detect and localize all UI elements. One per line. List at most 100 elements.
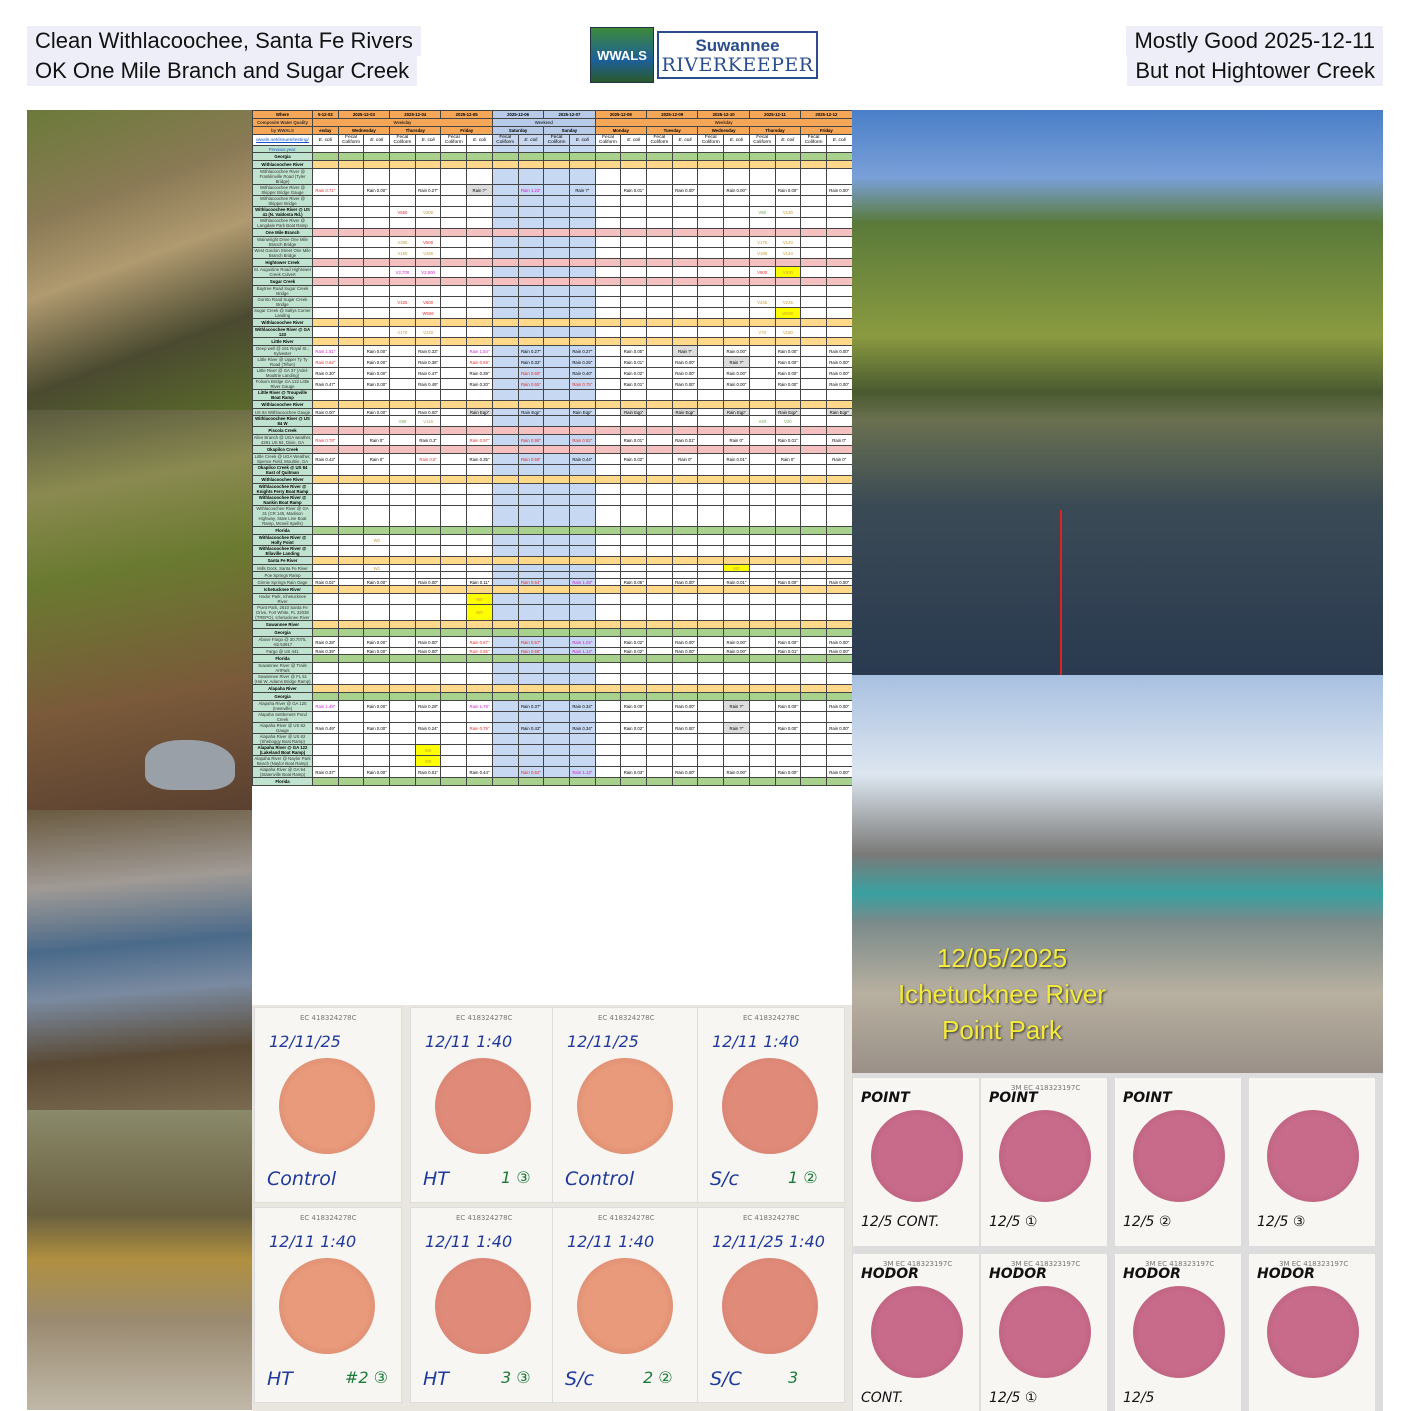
- empty-cell: [825, 604, 852, 621]
- empty-cell: [543, 692, 570, 701]
- data-cell: Rain 0.00": [825, 636, 852, 648]
- date-header-row: Where 5-12-02 2025-12-03 2025-12-04 2025-12-…: [252, 110, 852, 119]
- empty-cell: [723, 744, 750, 756]
- photo-caption: 12/05/2025 Ichetucknee River Point Park: [852, 940, 1152, 1048]
- data-cell: Rain 0.59": [517, 453, 545, 465]
- empty-cell: [491, 266, 519, 278]
- section-row: Withlacoochee River: [252, 160, 852, 169]
- empty-cell: [697, 356, 725, 368]
- logo-line1: Suwannee: [695, 35, 780, 55]
- empty-cell: [543, 337, 570, 346]
- data-cell: Rain 0.24": [414, 722, 442, 734]
- empty-cell: [620, 571, 648, 579]
- empty-cell: [568, 389, 596, 401]
- empty-cell: [594, 654, 622, 663]
- empty-cell: [363, 415, 391, 427]
- empty-cell: [389, 258, 416, 267]
- section-row: Florida: [252, 654, 852, 663]
- data-cell: Rain Eqp": [774, 408, 802, 416]
- wwals-logo: WWALS: [590, 27, 654, 83]
- empty-cell: [517, 400, 545, 409]
- empty-cell: [697, 545, 725, 557]
- empty-cell: [543, 777, 570, 786]
- testing-link[interactable]: wwals.net/issues/testing/: [256, 137, 309, 143]
- measure-header: E. coli: [825, 134, 852, 146]
- empty-cell: [491, 475, 519, 484]
- site-row: Withlacoochee River @ Knights Ferry Boat…: [252, 483, 852, 495]
- empty-cell: [671, 266, 699, 278]
- empty-cell: [748, 593, 776, 605]
- data-cell: Rain 0.01": [620, 356, 648, 368]
- site-row: Withlacoochee River @ GA 31 (CR 145, Mad…: [252, 505, 852, 527]
- empty-cell: [543, 307, 570, 319]
- empty-cell: [568, 494, 596, 506]
- empty-cell: [568, 415, 596, 427]
- empty-cell: [825, 494, 852, 506]
- empty-cell: [748, 766, 776, 778]
- empty-cell: [748, 337, 776, 346]
- previous-year-link[interactable]: Previous year:: [268, 146, 297, 152]
- empty-cell: [620, 445, 648, 454]
- empty-cell: [620, 662, 648, 674]
- empty-cell: [723, 168, 750, 185]
- empty-cell: [517, 277, 545, 286]
- empty-cell: [748, 475, 776, 484]
- site-label: Piscola Creek: [252, 426, 313, 435]
- data-cell: Rain 1.54": [466, 345, 493, 357]
- empty-cell: [389, 662, 416, 674]
- empty-cell: [697, 766, 725, 778]
- empty-cell: [594, 296, 622, 308]
- plate-label: 12/5: [1123, 1390, 1155, 1406]
- empty-cell: [646, 228, 673, 237]
- empty-cell: [543, 152, 570, 161]
- empty-cell: [620, 673, 648, 685]
- site-label: Georgia: [252, 692, 313, 701]
- empty-cell: [389, 571, 416, 579]
- empty-cell: [800, 326, 827, 338]
- empty-cell: [697, 318, 725, 327]
- empty-cell: [594, 228, 622, 237]
- empty-cell: [568, 445, 596, 454]
- empty-cell: [337, 415, 365, 427]
- empty-cell: [800, 400, 827, 409]
- empty-cell: [620, 483, 648, 495]
- empty-cell: [646, 367, 673, 379]
- site-row: Little River @ GA 37 (Adel-Moultrie Land…: [252, 367, 852, 379]
- empty-cell: [671, 152, 699, 161]
- empty-cell: [337, 564, 365, 572]
- data-cell: Rain 0.49": [312, 722, 339, 734]
- empty-cell: [491, 228, 519, 237]
- empty-cell: [337, 733, 365, 745]
- plate-number: 3 ③: [501, 1368, 531, 1387]
- petri-plate: EC 418324278C 12/11/25 1:40 S/C 3: [697, 1207, 845, 1403]
- empty-cell: [620, 206, 648, 218]
- empty-cell: [671, 604, 699, 621]
- empty-cell: [646, 258, 673, 267]
- empty-cell: [697, 744, 725, 756]
- empty-cell: [646, 505, 673, 527]
- empty-cell: [800, 434, 827, 446]
- site-label: Withlacoochee River @ US 84 W: [252, 415, 313, 427]
- empty-cell: [646, 168, 673, 185]
- empty-cell: [568, 654, 596, 663]
- section-row: Withlacoochee River: [252, 400, 852, 409]
- site-label: Withlacoochee River: [252, 160, 313, 169]
- site-row: Above Fargo @ 30.7075, -82.53917 Rain 0.2…: [252, 636, 852, 648]
- empty-cell: [646, 389, 673, 401]
- empty-cell: [440, 307, 468, 319]
- empty-cell: [337, 692, 365, 701]
- site-label: Sugar Creek @ Sallys Corner Landing: [252, 307, 313, 319]
- empty-cell: [671, 258, 699, 267]
- empty-cell: [774, 777, 802, 786]
- empty-cell: [440, 585, 468, 594]
- empty-cell: [825, 545, 852, 557]
- empty-cell: [389, 152, 416, 161]
- site-label: One Mile Branch: [252, 228, 313, 237]
- empty-cell: [671, 692, 699, 701]
- empty-cell: [748, 692, 776, 701]
- data-cell: Rain 0.00": [671, 356, 699, 368]
- empty-cell: [389, 345, 416, 357]
- empty-cell: [774, 564, 802, 572]
- empty-cell: [517, 556, 545, 565]
- empty-cell: [491, 585, 519, 594]
